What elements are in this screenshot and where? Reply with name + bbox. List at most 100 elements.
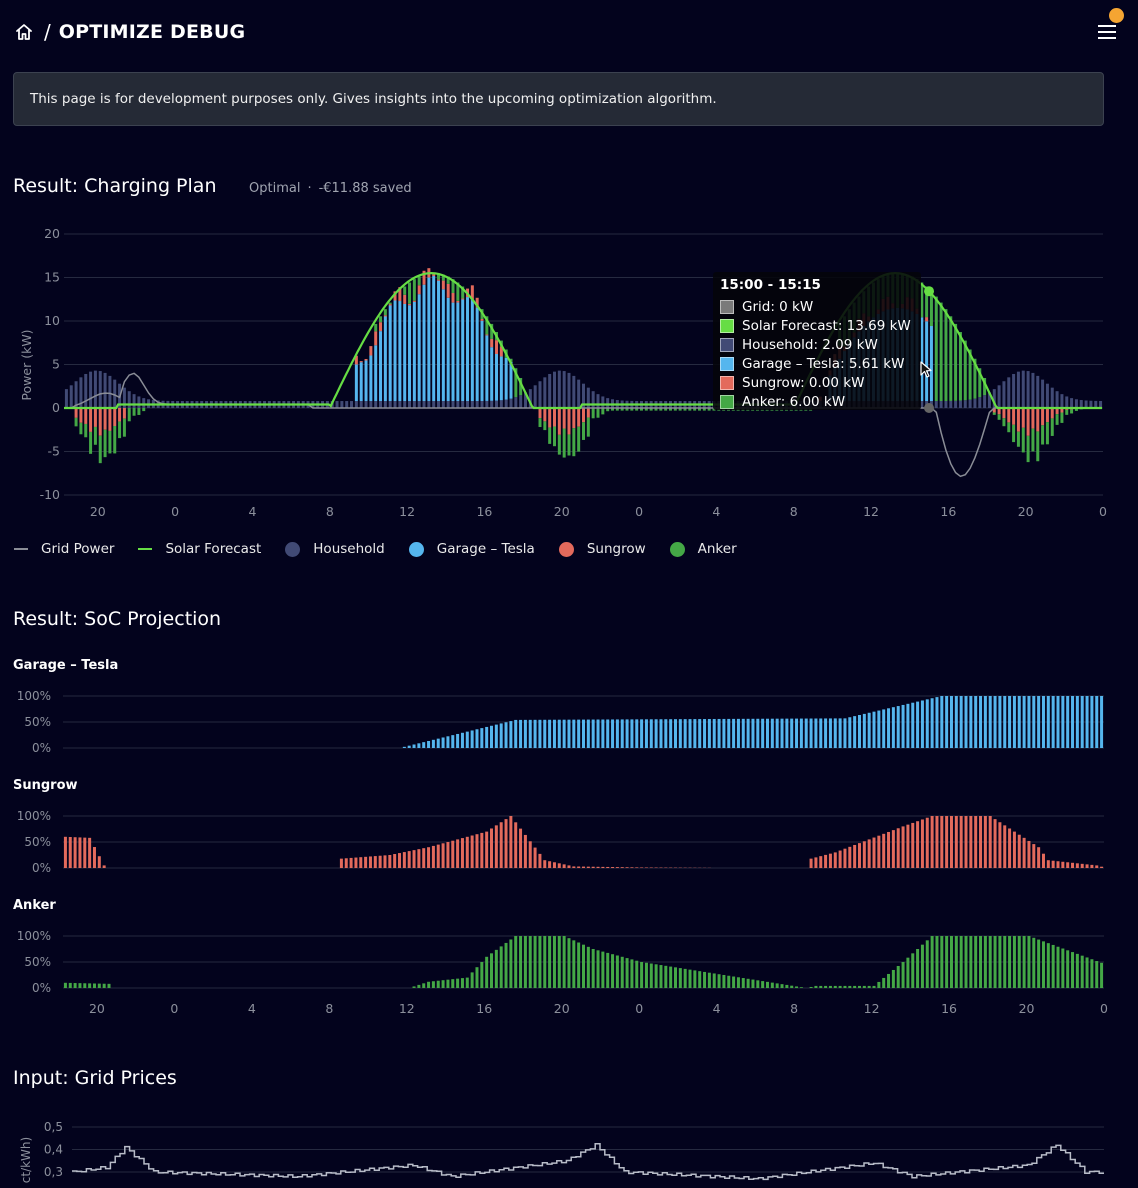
bar-household (528, 389, 532, 408)
bar-anker (113, 425, 117, 454)
soc-bar (596, 719, 600, 748)
soc-bar (896, 706, 900, 748)
home-icon[interactable] (14, 22, 34, 42)
soc-bar (427, 981, 431, 988)
soc-bar (916, 949, 920, 988)
soc-bar (838, 718, 842, 748)
bar-household (93, 370, 97, 408)
x-tick-label: 16 (476, 1001, 492, 1016)
bar-sungrow (379, 322, 383, 332)
bar-sungrow (1041, 408, 1045, 426)
bar-household (369, 401, 373, 408)
soc-bar (891, 707, 895, 748)
soc-bar (1003, 936, 1007, 988)
soc-bar (901, 826, 905, 868)
legend-item-0[interactable]: Grid Power (14, 541, 114, 557)
menu-icon[interactable] (1098, 24, 1116, 40)
soc-bar (1022, 837, 1026, 868)
bar-anker (137, 408, 141, 415)
legend-item-4[interactable]: Sungrow (558, 541, 646, 557)
soc-bar (756, 718, 760, 748)
soc-bar (828, 718, 832, 748)
soc-bar (949, 696, 953, 748)
bar-household (354, 401, 358, 408)
soc-bar (354, 857, 358, 868)
soc-bar (1008, 828, 1012, 868)
soc-bar (882, 977, 886, 988)
tooltip-swatch (720, 394, 734, 409)
bar-household (1079, 400, 1083, 408)
soc-bar (480, 962, 484, 988)
soc-bar (877, 710, 881, 748)
bar-anker (374, 323, 378, 332)
legend-label: Sungrow (586, 541, 646, 557)
soc-bar (499, 822, 503, 868)
soc-bar (901, 704, 905, 748)
soc-bar (494, 825, 498, 868)
soc-bar (1032, 844, 1036, 868)
bar-household (142, 398, 146, 408)
soc-bar (872, 985, 876, 988)
soc-bar (519, 828, 523, 868)
legend-label: Anker (697, 541, 737, 557)
bar-household (490, 400, 494, 408)
legend-item-5[interactable]: Anker (669, 541, 737, 557)
soc-bar (790, 985, 794, 988)
soc-bar (78, 837, 82, 868)
soc-bar (853, 985, 857, 988)
soc-bar (562, 719, 566, 748)
soc-bar (581, 866, 586, 868)
x-tick-label: 0 (1100, 1001, 1108, 1016)
soc-bar (1090, 959, 1094, 988)
bar-household (340, 401, 344, 408)
soc-bar (88, 983, 92, 988)
soc-bar (882, 709, 886, 748)
x-tick-label: 0 (635, 1001, 643, 1016)
legend-item-2[interactable]: Household (285, 541, 385, 557)
soc-bar (722, 718, 726, 748)
bar-anker (939, 302, 943, 402)
bar-anker (543, 421, 547, 431)
legend-item-1[interactable]: Solar Forecast (138, 541, 261, 557)
soc-bar (562, 864, 566, 868)
bar-household (596, 394, 600, 408)
soc-bar (867, 985, 871, 988)
x-tick-label: 20 (1019, 1001, 1035, 1016)
soc-bar (640, 719, 644, 748)
bar-household (122, 387, 126, 408)
y-tick-label: 50% (24, 955, 51, 969)
legend-item-3[interactable]: Garage – Tesla (408, 541, 535, 557)
soc-bar (785, 718, 789, 748)
bar-sungrow (359, 361, 363, 363)
bar-sungrow (403, 294, 407, 304)
soc-bar (727, 718, 731, 748)
soc-bar (349, 857, 353, 868)
soc-bar (887, 708, 891, 748)
bar-household (567, 372, 571, 408)
soc-bar (1037, 939, 1041, 988)
x-tick-label: 0 (170, 1001, 178, 1016)
soc-bar (983, 936, 987, 988)
bar-household (601, 396, 605, 408)
x-tick-label: 20 (554, 504, 570, 519)
soc-bar (964, 816, 968, 868)
bar-anker (615, 408, 619, 411)
soc-bar (523, 834, 527, 868)
soc-bar (470, 972, 474, 988)
soc-bar (1056, 861, 1060, 868)
soc-bar (557, 719, 561, 748)
y-tick-label: 100% (17, 689, 51, 703)
bar-anker (557, 434, 561, 455)
bar-household (992, 389, 996, 408)
soc-bar (591, 719, 595, 748)
bar-household (519, 395, 523, 408)
bar-sungrow (364, 358, 368, 361)
soc-bar (441, 980, 445, 988)
soc-bar (877, 981, 881, 988)
bar-anker (1036, 431, 1040, 462)
soc-bar (732, 976, 736, 988)
bar-sungrow (432, 274, 436, 277)
soc-bar (557, 863, 561, 868)
